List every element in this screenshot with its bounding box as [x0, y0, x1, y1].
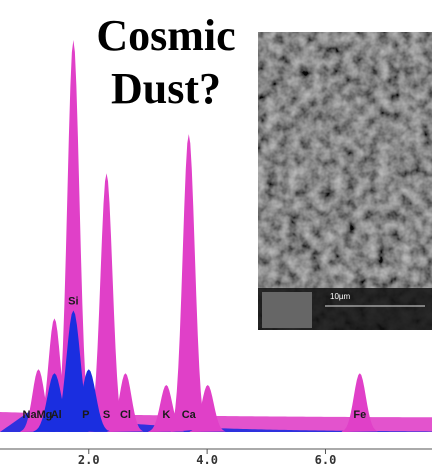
element-label: Fe	[353, 409, 366, 421]
sem-thumb	[262, 292, 312, 328]
title-line: Dust?	[111, 64, 221, 113]
element-label: Ca	[182, 409, 197, 421]
element-label: Al	[51, 409, 62, 421]
peak	[171, 134, 207, 432]
figure: 10µm Cosmic Dust? NaMgAlSiPSClKCaFe2.04.…	[0, 0, 432, 469]
title-line: Cosmic	[96, 11, 235, 60]
sem-texture	[258, 32, 432, 330]
sem-inset: 10µm	[258, 32, 432, 330]
x-tick-label: 4.0	[196, 453, 218, 467]
element-label: Si	[68, 295, 78, 307]
x-tick-label: 6.0	[315, 453, 337, 467]
element-label: K	[162, 409, 170, 421]
element-label: Cl	[120, 409, 131, 421]
element-label: S	[103, 409, 110, 421]
element-label: Na	[23, 409, 38, 421]
element-label: P	[82, 409, 89, 421]
scale-label: 10µm	[330, 292, 351, 301]
x-tick-label: 2.0	[78, 453, 100, 467]
